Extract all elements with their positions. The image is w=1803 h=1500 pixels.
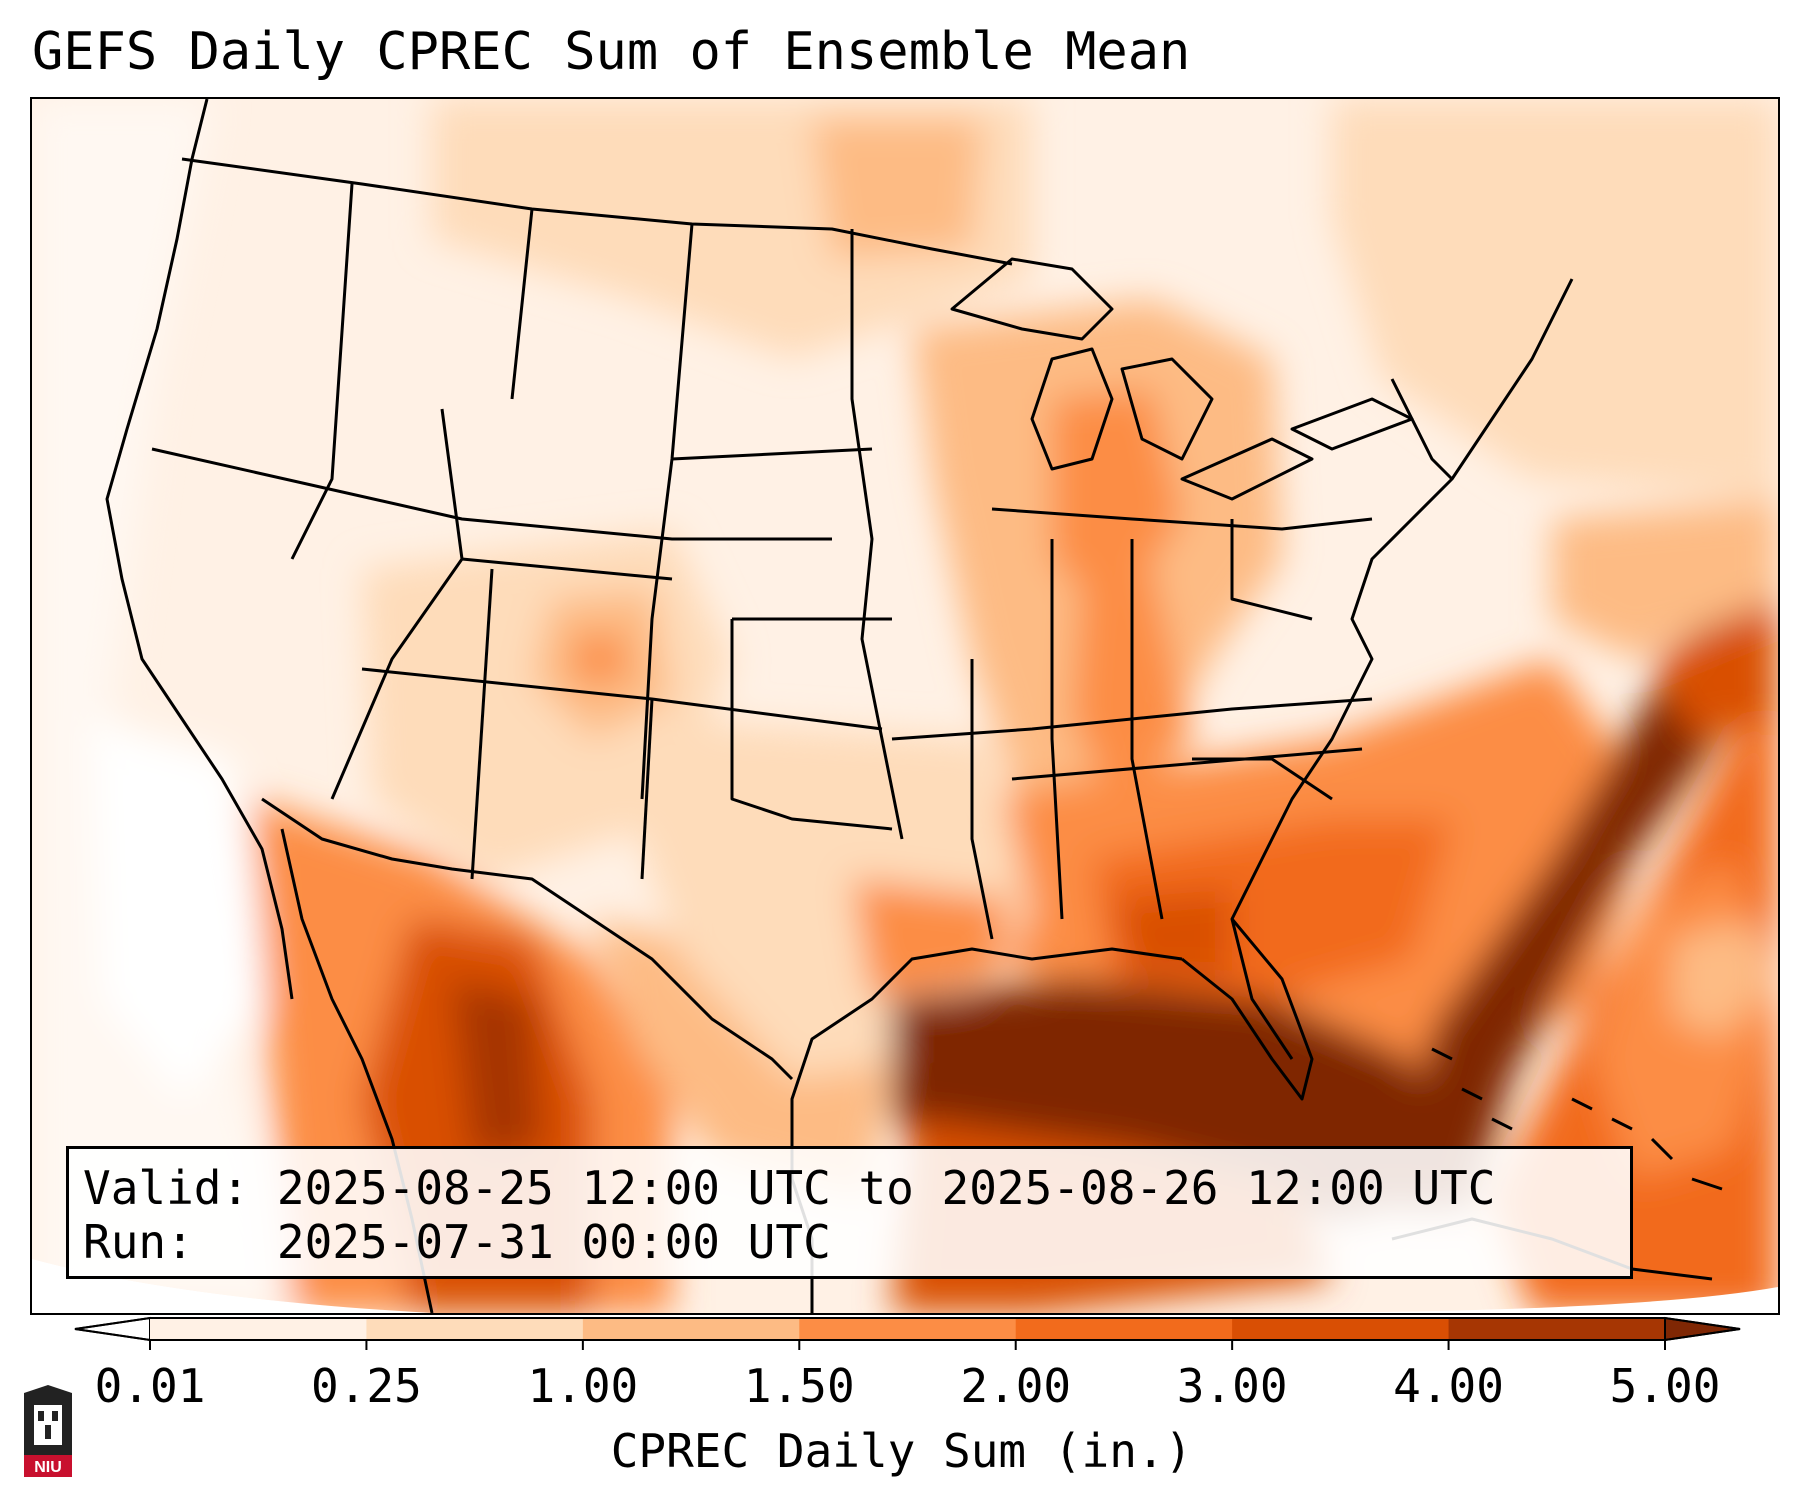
- colorbar-segment: [1232, 1318, 1450, 1340]
- map-panel: [30, 97, 1780, 1315]
- valid-label: Valid:: [83, 1161, 250, 1215]
- valid-time: 2025-08-25 12:00 UTC to 2025-08-26 12:00…: [276, 1161, 1496, 1215]
- colorbar-label: CPREC Daily Sum (in.): [610, 1424, 1193, 1478]
- run-time: 2025-07-31 00:00 UTC: [276, 1215, 831, 1269]
- colorbar-tick-label: 4.00: [1393, 1359, 1504, 1413]
- colorbar-tick-label: 1.00: [527, 1359, 638, 1413]
- run-info-box: Valid: 2025-08-25 12:00 UTC to 2025-08-2…: [66, 1146, 1633, 1279]
- precipitation-map: [32, 99, 1778, 1313]
- colorbar-tick-label: 3.00: [1177, 1359, 1288, 1413]
- colorbar-segment: [150, 1318, 367, 1340]
- colorbar-tick-label: 2.00: [960, 1359, 1071, 1413]
- colorbar-over-arrow: [1664, 1316, 1741, 1342]
- run-label: Run:: [83, 1215, 194, 1269]
- colorbar-tick-label: 0.01: [95, 1359, 206, 1413]
- state-and-country-borders: [105, 99, 1723, 1313]
- chart-title: GEFS Daily CPREC Sum of Ensemble Mean: [32, 22, 1191, 82]
- colorbar-segment: [799, 1318, 1017, 1340]
- colorbar-segment: [1015, 1318, 1233, 1340]
- colorbar-tick-label: 1.50: [744, 1359, 855, 1413]
- niu-logo: NIU: [24, 1385, 72, 1477]
- colorbar-segment: [366, 1318, 584, 1340]
- colorbar-segment: [1448, 1318, 1666, 1340]
- niu-logo-text: NIU: [34, 1459, 62, 1476]
- colorbar-under-arrow: [74, 1316, 151, 1342]
- colorbar-tick-label: 0.25: [311, 1359, 422, 1413]
- colorbar-tick-label: 5.00: [1610, 1359, 1721, 1413]
- colorbar-segment: [582, 1318, 800, 1340]
- colorbar: 0.01 0.25 1.00 1.50 2.00 3.00 4.00 5.00: [74, 1316, 1741, 1413]
